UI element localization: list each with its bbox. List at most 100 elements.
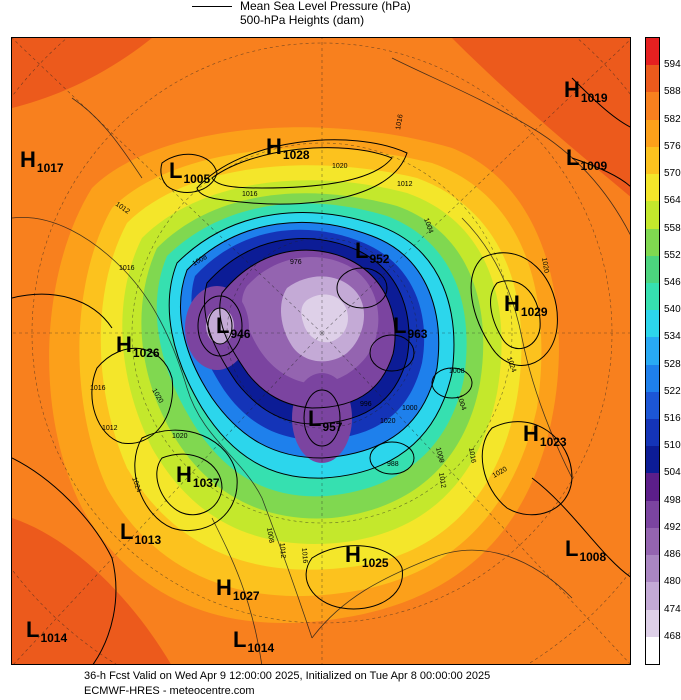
colorbar-tick-label: 516 — [664, 413, 681, 425]
pressure-center-letter: L — [355, 238, 369, 263]
colorbar-segment — [646, 309, 659, 338]
pressure-center-low: L963 — [393, 315, 427, 341]
map-canvas: 1016 1012 1016 1020 1012 1004 1016 1008 … — [12, 38, 630, 664]
pressure-center-letter: L — [26, 617, 40, 642]
pressure-center-letter: H — [523, 421, 539, 446]
heights-band-588-ne — [452, 38, 630, 197]
heights-band-588-sw — [12, 518, 171, 664]
isobar-label: 1020 — [332, 163, 348, 170]
pressure-center-high: H1023 — [523, 421, 567, 449]
pressure-center-letter: L — [120, 519, 134, 544]
isobar-label: 1020 — [540, 257, 550, 274]
pressure-center-high: H1025 — [345, 544, 389, 570]
pressure-center-high: H1028 — [266, 136, 310, 162]
colorbar-segment — [646, 364, 659, 392]
colorbar-segment — [646, 255, 659, 283]
isobar-label: 1004 — [422, 217, 434, 234]
map-legend: Mean Sea Level Pressure (hPa) 500-hPa He… — [192, 0, 522, 30]
colorbar-tick-label: 468 — [664, 630, 681, 642]
colorbar-tick-label: 582 — [664, 113, 681, 125]
colorbar-tick-label: 576 — [664, 140, 681, 152]
isobar-label: 1016 — [119, 265, 135, 272]
pressure-center-letter: H — [176, 462, 192, 487]
colorbar-tick-label: 534 — [664, 331, 681, 343]
pressure-center-value: 1014 — [40, 631, 68, 645]
pressure-center-value: 1005 — [183, 172, 211, 186]
pressure-center-low: L1005 — [169, 160, 210, 186]
isobar-label: 1012 — [397, 181, 413, 188]
pressure-center-value: 1023 — [539, 435, 567, 449]
pressure-center-value: 952 — [369, 252, 390, 266]
colorbar-tick-label: 558 — [664, 222, 681, 234]
colorbar-tick-label: 552 — [664, 249, 681, 261]
colorbar-segment — [646, 391, 659, 420]
isobar-label: 1016 — [90, 385, 106, 392]
pressure-center-value: 1029 — [520, 305, 548, 319]
source-caption: ECMWF-HRES - meteocentre.com — [84, 685, 255, 697]
colorbar-tick-label: 504 — [664, 467, 681, 479]
colorbar-segment — [646, 418, 659, 447]
isobar-label: 1016 — [300, 548, 308, 564]
colorbar-segment — [646, 527, 659, 556]
colorbar-segment — [646, 119, 659, 147]
pressure-center-letter: L — [216, 313, 230, 338]
colorbar-tick-label: 540 — [664, 304, 681, 316]
colorbar-segment — [646, 146, 659, 175]
pressure-center-value: 1025 — [361, 556, 389, 570]
pressure-center-low: L1009 — [566, 147, 607, 173]
pressure-center-value: 1014 — [247, 641, 275, 655]
isobar-label: 1012 — [278, 543, 286, 559]
pressure-center-value: 1027 — [232, 589, 260, 603]
isobar-label: 1004 — [455, 394, 467, 411]
colorbar-tick-label: 492 — [664, 521, 681, 533]
pressure-center-value: 963 — [407, 327, 428, 341]
pressure-center-high: H1029 — [504, 293, 548, 319]
pressure-center-value: 946 — [230, 327, 251, 341]
pressure-center-letter: H — [20, 147, 36, 172]
isobar-label: 988 — [387, 461, 399, 468]
isobar-label: 1008 — [449, 368, 465, 375]
pressure-center-low: L952 — [355, 238, 389, 266]
heights-legend-label: 500-hPa Heights (dam) — [240, 13, 365, 27]
isobar-label: 1008 — [434, 447, 445, 464]
colorbar-segment — [646, 473, 659, 501]
isobar-label: 1016 — [242, 191, 258, 198]
pressure-center-low: L946 — [216, 313, 250, 341]
graticule — [12, 38, 630, 664]
pressure-center-value: 1013 — [134, 533, 162, 547]
colorbar-segment — [646, 282, 659, 311]
isobar-legend-line — [192, 6, 232, 7]
colorbar-tick-label: 474 — [664, 603, 681, 615]
heights-band-468 — [301, 294, 349, 343]
colorbar-tick-label: 510 — [664, 440, 681, 452]
isobar-label: 1008 — [265, 527, 275, 544]
colorbar-tick-label: 564 — [664, 195, 681, 207]
colorbar-segment — [646, 37, 659, 66]
colorbar-tick-label: 546 — [664, 276, 681, 288]
isobar-label: 1024 — [505, 356, 517, 373]
colorbar-segment — [646, 64, 659, 93]
colorbar-tick-label: 594 — [664, 59, 681, 71]
pressure-center-letter: L — [233, 627, 247, 652]
pressure-center-letter: L — [565, 536, 579, 561]
pressure-center-low: L1014 — [26, 617, 67, 645]
colorbar-segment — [646, 200, 659, 229]
pressure-center-value: 1009 — [580, 159, 608, 173]
colorbar-segment — [646, 173, 659, 202]
colorbar-segment — [646, 554, 659, 583]
pressure-center-value: 1019 — [580, 91, 608, 105]
colorbar-segment — [646, 445, 659, 474]
heights-colorbar — [645, 37, 660, 665]
pressure-center-letter: H — [116, 332, 132, 357]
isobars — [12, 77, 630, 664]
isobar-label: 1012 — [102, 425, 118, 432]
pressure-center-value: 1028 — [282, 148, 310, 162]
pressure-center-high: H1037 — [176, 462, 220, 490]
valid-time-caption: 36-h Fcst Valid on Wed Apr 9 12:00:00 20… — [84, 670, 491, 682]
colorbar-segment — [646, 581, 659, 610]
colorbar-segment — [646, 91, 659, 120]
isobar-label: 1024 — [130, 476, 142, 493]
pressure-center-high: H1027 — [216, 577, 260, 603]
pressure-center-low: L1008 — [565, 536, 606, 564]
isobar-label: 1012 — [437, 472, 447, 489]
